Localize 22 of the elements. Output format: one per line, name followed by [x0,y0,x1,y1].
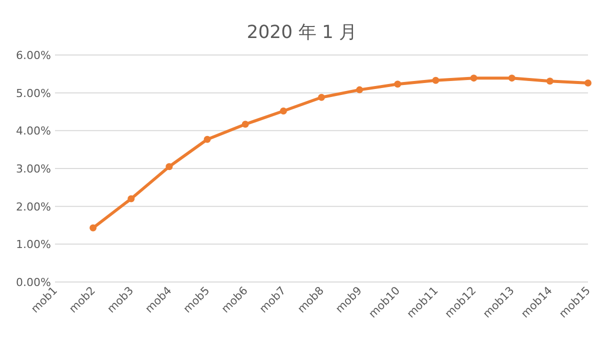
y-tick-label: 0.00% [16,276,51,289]
point [318,94,325,101]
y-tick-label: 4.00% [16,124,51,138]
point [128,195,135,202]
y-tick-label: 3.00% [16,162,51,176]
point [356,86,364,94]
chart-title: 2020 年 1 月 [246,22,358,43]
y-tick-label: 5.00% [16,86,51,100]
point [90,224,97,232]
point [394,80,402,88]
y-tick-label: 6.00% [16,49,51,62]
point [508,74,516,82]
point [470,74,478,82]
point [204,136,211,143]
point [242,120,249,128]
point [432,76,440,84]
y-tick-label: 1.00% [16,238,51,252]
point [546,78,554,85]
point [280,107,287,114]
point [166,163,173,170]
y-tick-label: 2.00% [16,200,51,214]
point [584,79,592,86]
